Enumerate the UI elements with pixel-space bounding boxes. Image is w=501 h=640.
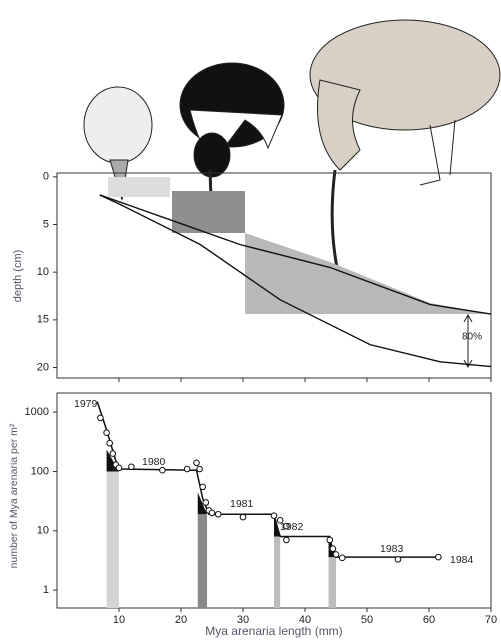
data-point bbox=[326, 536, 334, 544]
depth-line bbox=[99, 194, 492, 368]
data-point bbox=[196, 465, 203, 473]
data-point bbox=[115, 464, 123, 472]
zone-curlew bbox=[245, 233, 491, 314]
y-tick-label: 20 bbox=[37, 361, 49, 373]
x-tick-label: 20 bbox=[175, 614, 187, 626]
data-point bbox=[276, 517, 284, 524]
data-point bbox=[202, 499, 210, 506]
data-point bbox=[97, 414, 104, 422]
age-band bbox=[328, 557, 336, 608]
data-point bbox=[128, 463, 135, 471]
year-label: 1982 bbox=[280, 521, 304, 533]
oystercatcher-head bbox=[193, 132, 231, 178]
y-tick-label: 0 bbox=[43, 171, 49, 183]
curlew-neck bbox=[317, 79, 361, 171]
y-tick-label: 10 bbox=[37, 266, 49, 278]
y-tick-label: 5 bbox=[43, 218, 49, 230]
year-label: 1979 bbox=[74, 398, 98, 410]
y-tick-label: 15 bbox=[37, 314, 49, 326]
year-label: 1984 bbox=[450, 554, 474, 566]
zone-oystercatcher bbox=[172, 191, 245, 233]
x-tick-label: 70 bbox=[485, 614, 497, 626]
data-point bbox=[183, 465, 191, 473]
top-frame bbox=[56, 172, 492, 379]
data-point bbox=[435, 553, 442, 561]
data-point bbox=[394, 556, 402, 563]
data-point bbox=[239, 513, 247, 521]
year-label: 1983 bbox=[380, 543, 404, 555]
data-point bbox=[329, 545, 337, 552]
zone-knot bbox=[108, 177, 170, 197]
bird-illustrations bbox=[83, 19, 501, 313]
y-tick-label: 1000 bbox=[25, 406, 49, 418]
data-point bbox=[208, 509, 216, 517]
data-point bbox=[283, 536, 290, 544]
data-point bbox=[193, 459, 200, 467]
survival-line bbox=[96, 401, 442, 558]
x-tick-label: 10 bbox=[113, 614, 125, 626]
x-tick-label: 50 bbox=[361, 614, 373, 626]
data-point bbox=[338, 554, 346, 562]
y-axis-label: depth (cm) bbox=[12, 250, 24, 303]
data-point bbox=[270, 512, 278, 519]
knot-body bbox=[83, 86, 153, 164]
y-axis-label: number of Mya arenaria per m² bbox=[8, 423, 20, 568]
mortality-wedge bbox=[106, 449, 119, 472]
y-tick-label: 1 bbox=[43, 584, 49, 596]
x-tick-label: 40 bbox=[299, 614, 311, 626]
arrow-heads bbox=[463, 313, 473, 369]
data-point bbox=[199, 483, 206, 491]
x-tick-label: 60 bbox=[423, 614, 435, 626]
data-point bbox=[103, 429, 110, 436]
x-tick-label: 30 bbox=[237, 614, 249, 626]
data-point bbox=[159, 466, 166, 474]
x-axis-label: Mya arenaria length (mm) bbox=[205, 624, 342, 638]
year-label: 1981 bbox=[230, 498, 254, 510]
burrow-zones bbox=[108, 177, 491, 314]
data-point bbox=[283, 522, 290, 530]
depth-line bbox=[99, 194, 492, 315]
y-tick-label: 100 bbox=[31, 465, 49, 477]
data-point bbox=[332, 551, 340, 558]
annotation: 80% bbox=[462, 332, 482, 343]
data-point bbox=[106, 439, 113, 447]
y-tick-label: 10 bbox=[37, 525, 49, 537]
mortality-wedge bbox=[197, 492, 208, 515]
curlew-legs bbox=[419, 119, 456, 186]
data-point bbox=[214, 510, 222, 518]
year-label: 1980 bbox=[142, 456, 166, 468]
age-band bbox=[197, 514, 208, 608]
age-band bbox=[274, 536, 281, 608]
data-point bbox=[109, 450, 117, 457]
age-band bbox=[106, 471, 119, 608]
curlew-body bbox=[309, 19, 501, 131]
